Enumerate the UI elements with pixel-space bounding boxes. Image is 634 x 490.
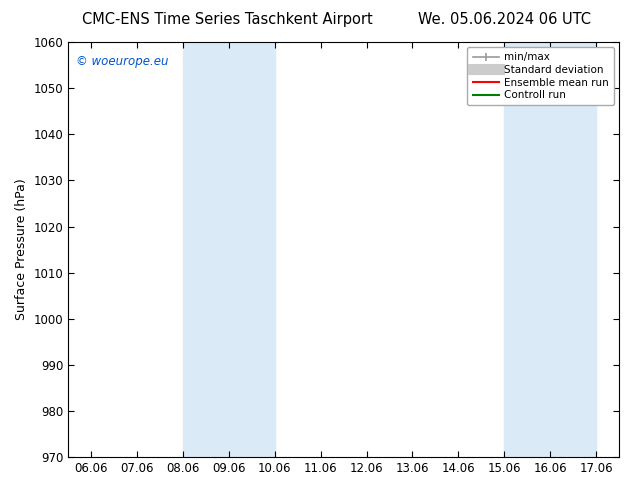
Y-axis label: Surface Pressure (hPa): Surface Pressure (hPa) [15, 179, 28, 320]
Bar [183, 42, 275, 457]
Text: We. 05.06.2024 06 UTC: We. 05.06.2024 06 UTC [418, 12, 592, 27]
Text: © woeurope.eu: © woeurope.eu [77, 54, 169, 68]
Text: CMC-ENS Time Series Taschkent Airport: CMC-ENS Time Series Taschkent Airport [82, 12, 373, 27]
Bar [504, 42, 596, 457]
Legend: min/max, Standard deviation, Ensemble mean run, Controll run: min/max, Standard deviation, Ensemble me… [467, 47, 614, 105]
